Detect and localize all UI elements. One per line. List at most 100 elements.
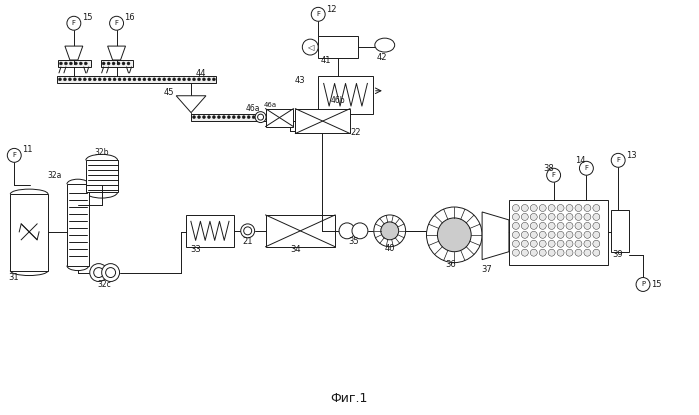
Circle shape [143,78,146,81]
Bar [86,160,117,192]
Circle shape [237,116,240,119]
Circle shape [512,249,519,256]
Circle shape [98,78,101,81]
Circle shape [539,213,546,220]
Text: 32c: 32c [98,280,112,289]
Circle shape [512,222,519,229]
Circle shape [138,78,141,81]
Circle shape [636,278,650,291]
Circle shape [584,205,591,212]
Circle shape [110,16,124,30]
Text: 15: 15 [651,280,661,289]
Bar [101,60,134,67]
Circle shape [566,231,573,238]
Text: 45: 45 [164,88,174,97]
Circle shape [217,116,220,119]
Circle shape [258,114,264,120]
Circle shape [593,249,600,256]
Circle shape [512,231,519,238]
Text: F: F [617,157,620,164]
Text: 44: 44 [196,69,206,78]
Circle shape [584,240,591,247]
Circle shape [539,240,546,247]
Circle shape [339,223,355,239]
Text: 16: 16 [124,13,135,22]
Bar [318,76,373,114]
Bar [611,210,629,252]
Circle shape [548,240,555,247]
Bar [57,76,216,83]
Text: 32a: 32a [48,171,62,180]
Circle shape [232,116,236,119]
Circle shape [539,249,546,256]
Circle shape [521,240,528,247]
Circle shape [584,249,591,256]
Circle shape [557,205,564,212]
Text: 46a: 46a [246,104,260,113]
Circle shape [548,231,555,238]
Circle shape [531,240,538,247]
Circle shape [94,268,103,278]
Circle shape [548,213,555,220]
Circle shape [118,78,121,81]
Circle shape [531,222,538,229]
Text: 43: 43 [295,76,305,85]
Text: F: F [72,20,76,26]
Circle shape [512,205,519,212]
Text: 38: 38 [543,164,554,173]
Circle shape [212,78,215,81]
Circle shape [198,116,201,119]
Circle shape [101,264,120,281]
Text: F: F [584,165,589,171]
Circle shape [243,116,245,119]
Circle shape [426,207,482,263]
Circle shape [584,222,591,229]
Circle shape [352,223,368,239]
Circle shape [192,116,196,119]
Circle shape [222,116,225,119]
Circle shape [531,231,538,238]
Circle shape [512,240,519,247]
Circle shape [303,39,318,55]
Bar [318,36,358,58]
Ellipse shape [375,38,395,52]
Circle shape [531,249,538,256]
Circle shape [539,205,546,212]
Circle shape [252,116,255,119]
Circle shape [59,78,62,81]
Circle shape [575,240,582,247]
Circle shape [539,222,546,229]
Circle shape [59,62,62,65]
Circle shape [208,116,210,119]
Circle shape [122,62,125,65]
Circle shape [212,116,215,119]
Circle shape [107,62,110,65]
Circle shape [575,205,582,212]
Circle shape [208,78,210,81]
Circle shape [182,78,186,81]
Circle shape [102,62,105,65]
Text: 46b: 46b [330,96,345,105]
Circle shape [83,78,86,81]
Circle shape [74,62,78,65]
Circle shape [73,78,76,81]
Text: 35: 35 [349,237,359,246]
Circle shape [128,78,131,81]
Circle shape [557,213,564,220]
Circle shape [593,240,600,247]
Bar [266,215,335,247]
Bar [266,109,294,127]
Circle shape [108,78,111,81]
Circle shape [148,78,151,81]
Text: 36: 36 [445,260,456,269]
Text: P: P [641,281,645,288]
Circle shape [79,62,82,65]
Circle shape [133,78,136,81]
Circle shape [611,154,625,167]
Circle shape [112,62,115,65]
Circle shape [163,78,166,81]
Text: F: F [552,172,556,178]
Circle shape [521,205,528,212]
Circle shape [575,213,582,220]
Text: 34: 34 [290,245,301,254]
